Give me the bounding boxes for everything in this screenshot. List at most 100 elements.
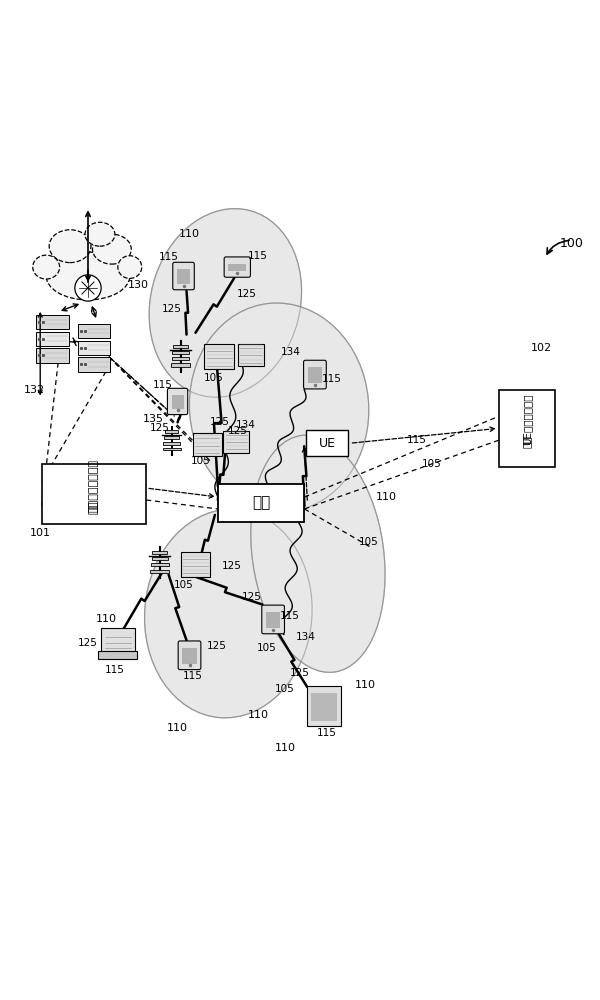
FancyBboxPatch shape xyxy=(178,641,201,670)
Ellipse shape xyxy=(92,234,131,264)
Bar xyxy=(172,395,184,409)
Bar xyxy=(151,563,169,566)
Text: 基站复用和波形管: 基站复用和波形管 xyxy=(89,459,99,512)
Ellipse shape xyxy=(49,230,91,263)
Bar xyxy=(152,551,167,554)
Text: UE复用和波形管: UE复用和波形管 xyxy=(522,394,532,445)
Bar xyxy=(308,367,322,383)
Text: 110: 110 xyxy=(355,680,376,690)
Ellipse shape xyxy=(145,509,312,718)
Bar xyxy=(266,612,280,628)
Text: 135: 135 xyxy=(143,414,164,424)
Ellipse shape xyxy=(251,435,385,672)
Bar xyxy=(171,363,190,367)
Bar xyxy=(152,557,168,560)
Bar xyxy=(172,357,190,360)
FancyBboxPatch shape xyxy=(98,651,137,659)
Text: 110: 110 xyxy=(179,229,200,239)
Text: 125: 125 xyxy=(221,561,241,571)
Text: 理器: 理器 xyxy=(89,501,99,514)
Circle shape xyxy=(75,275,101,301)
Bar xyxy=(205,344,235,369)
Ellipse shape xyxy=(33,255,59,279)
Ellipse shape xyxy=(85,222,115,246)
Text: 132: 132 xyxy=(23,385,45,395)
Text: 125: 125 xyxy=(290,668,310,678)
Text: 130: 130 xyxy=(128,280,149,290)
Bar xyxy=(306,430,348,456)
Text: 115: 115 xyxy=(322,374,341,384)
Bar xyxy=(229,264,246,271)
Text: 110: 110 xyxy=(376,492,397,502)
Bar xyxy=(36,348,68,363)
FancyBboxPatch shape xyxy=(101,628,135,653)
Text: 115: 115 xyxy=(407,435,427,445)
Text: 105: 105 xyxy=(203,373,223,383)
Text: 基站: 基站 xyxy=(252,495,271,510)
Text: 125: 125 xyxy=(78,638,98,648)
Text: 125: 125 xyxy=(150,423,170,433)
Text: 102: 102 xyxy=(532,343,553,353)
Text: 125: 125 xyxy=(242,592,262,602)
FancyBboxPatch shape xyxy=(304,360,326,389)
Text: 115: 115 xyxy=(105,665,125,675)
FancyBboxPatch shape xyxy=(307,686,341,726)
Bar xyxy=(238,344,265,366)
Bar xyxy=(164,430,178,433)
Bar xyxy=(42,464,146,524)
Text: 125: 125 xyxy=(209,417,229,427)
FancyBboxPatch shape xyxy=(262,605,284,634)
Text: 105: 105 xyxy=(275,684,295,694)
Text: 125: 125 xyxy=(206,641,226,651)
Bar xyxy=(77,341,110,355)
Bar xyxy=(311,693,337,721)
Bar xyxy=(163,448,181,450)
Text: 125: 125 xyxy=(227,426,247,436)
Bar xyxy=(77,357,110,372)
Bar xyxy=(172,351,188,354)
Ellipse shape xyxy=(46,252,130,300)
Text: 110: 110 xyxy=(167,723,188,733)
Text: 110: 110 xyxy=(275,743,296,753)
Bar xyxy=(164,436,179,439)
Text: 105: 105 xyxy=(359,537,379,547)
Text: 101: 101 xyxy=(30,528,51,538)
Text: 134: 134 xyxy=(281,347,301,357)
Text: 134: 134 xyxy=(296,632,316,642)
Ellipse shape xyxy=(118,256,142,278)
Text: 105: 105 xyxy=(422,459,441,469)
Bar xyxy=(218,484,304,522)
Text: 115: 115 xyxy=(182,671,202,681)
Text: 105: 105 xyxy=(257,643,277,653)
Text: 110: 110 xyxy=(95,614,116,624)
Bar xyxy=(193,433,222,456)
Text: 100: 100 xyxy=(560,237,584,250)
Text: UE: UE xyxy=(319,437,335,450)
Text: 105: 105 xyxy=(173,580,193,590)
Ellipse shape xyxy=(190,303,369,512)
Text: 理器: 理器 xyxy=(522,435,532,448)
Text: 115: 115 xyxy=(248,251,268,261)
Text: 134: 134 xyxy=(236,420,256,430)
Bar xyxy=(150,570,169,573)
Text: 115: 115 xyxy=(153,380,173,390)
Text: 125: 125 xyxy=(161,304,182,314)
Ellipse shape xyxy=(149,209,302,397)
Text: 105: 105 xyxy=(190,456,210,466)
Text: 115: 115 xyxy=(317,728,337,738)
Text: 110: 110 xyxy=(248,710,269,720)
Bar xyxy=(163,442,180,445)
Bar xyxy=(499,390,556,467)
Text: 115: 115 xyxy=(280,611,300,621)
Bar xyxy=(181,552,211,577)
Bar xyxy=(177,269,190,284)
Bar xyxy=(77,324,110,338)
Bar xyxy=(36,332,68,346)
FancyBboxPatch shape xyxy=(224,257,250,277)
FancyBboxPatch shape xyxy=(167,388,188,415)
Bar xyxy=(36,315,68,329)
Bar xyxy=(223,431,249,453)
FancyBboxPatch shape xyxy=(173,262,194,290)
Text: 115: 115 xyxy=(158,252,179,262)
Bar xyxy=(182,648,197,664)
